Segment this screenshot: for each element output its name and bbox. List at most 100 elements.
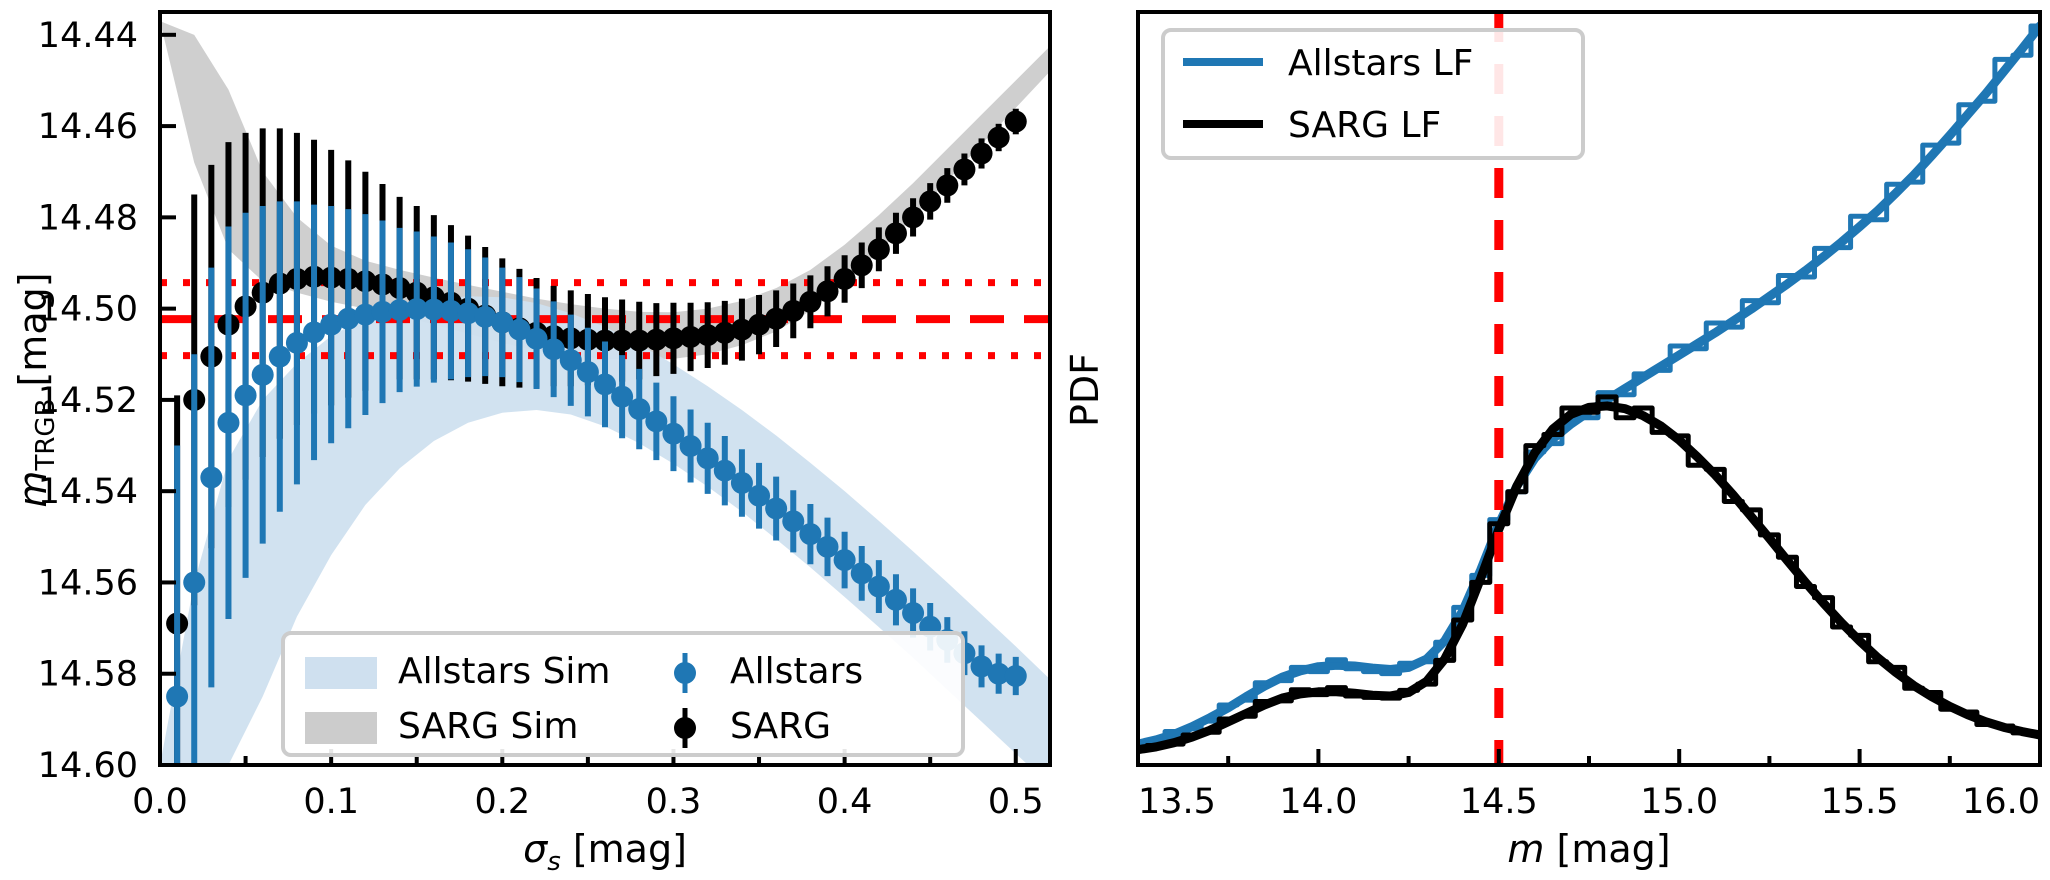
series-allstars <box>166 201 1027 765</box>
right-lf-curves <box>1138 21 2040 755</box>
datapoint-allstars <box>285 331 308 354</box>
datapoint-allstars <box>730 471 753 494</box>
datapoint-sarg <box>1004 110 1027 133</box>
datapoint-sarg <box>970 142 993 165</box>
datapoint-allstars <box>559 349 582 372</box>
datapoint-allstars <box>542 338 565 361</box>
datapoint-allstars <box>354 303 377 326</box>
datapoint-allstars <box>884 588 907 611</box>
datapoint-allstars <box>628 398 651 421</box>
right-x-axis-title: m [mag] <box>1507 827 1670 871</box>
datapoint-allstars <box>234 384 257 407</box>
datapoint-sarg <box>679 325 702 348</box>
datapoint-allstars <box>166 685 189 708</box>
datapoint-sarg <box>816 280 839 303</box>
left-y-axis-title: mTRGB [mag] <box>11 272 61 507</box>
datapoint-allstars <box>850 562 873 585</box>
datapoint-allstars <box>611 385 634 408</box>
sarg-marker-swatch <box>674 717 696 739</box>
left-plot-frame <box>158 10 1052 767</box>
curve-allstars-lf-histogram <box>1138 23 2040 747</box>
x-tick-label: 0.2 <box>474 782 530 822</box>
x-tick-label: 13.5 <box>1138 782 1216 822</box>
x-tick-label: 0.5 <box>988 782 1044 822</box>
datapoint-allstars <box>388 299 411 322</box>
right-legend-box <box>1161 28 1585 160</box>
datapoint-allstars <box>491 311 514 334</box>
datapoint-allstars <box>867 575 890 598</box>
datapoint-sarg <box>662 327 685 350</box>
datapoint-allstars <box>594 373 616 396</box>
left-panel-mtrgb-vs-sigma: 0.0 0.1 0.2 0.3 0.4 0.5 14.4414.4614.4814.501… <box>11 10 1052 877</box>
allstars-sim-swatch <box>305 657 377 689</box>
left-legend-label-allstars: Allstars <box>730 651 863 692</box>
datapoint-allstars <box>833 549 856 572</box>
y-tick-label: 14.54 <box>38 472 138 512</box>
left-legend-item-allstars[interactable]: Allstars <box>674 651 863 693</box>
x-tick-label: 15.5 <box>1821 782 1899 822</box>
right-panel-luminosity-functions: 13.5 14.0 14.5 15.0 15.5 16.0 m [mag] PDF All… <box>1063 10 2042 871</box>
right-legend-item-allstars-lf[interactable]: Allstars LF <box>1183 43 1473 84</box>
right-axis-ticks <box>1136 749 2042 765</box>
left-x-axis-title: σs [mag] <box>523 827 687 877</box>
datapoint-sarg <box>884 222 907 245</box>
datapoint-sarg <box>936 174 959 197</box>
datapoint-sarg <box>611 329 634 352</box>
sarg-sim-swatch <box>305 712 377 744</box>
datapoint-allstars <box>251 363 274 386</box>
datapoint-allstars <box>645 410 668 433</box>
datapoint-allstars <box>200 466 223 489</box>
left-x-tick-labels: 0.0 0.1 0.2 0.3 0.4 0.5 <box>132 782 1043 822</box>
left-legend-item-sarg[interactable]: SARG <box>674 706 831 748</box>
left-legend-label-allstars-sim: Allstars Sim <box>398 651 610 692</box>
datapoint-allstars <box>816 535 839 558</box>
datapoint-sarg <box>867 238 890 261</box>
left-legend-item-allstars-sim[interactable]: Allstars Sim <box>305 651 610 692</box>
y-tick-label: 14.50 <box>38 290 138 330</box>
x-tick-label: 0.1 <box>303 782 359 822</box>
datapoint-allstars <box>970 655 993 678</box>
datapoint-sarg <box>628 329 651 352</box>
datapoint-allstars <box>713 459 736 482</box>
datapoint-allstars <box>508 318 531 341</box>
datapoint-sarg <box>850 254 873 277</box>
right-y-axis-title: PDF <box>1063 353 1107 427</box>
datapoint-allstars <box>525 327 548 350</box>
y-tick-label: 14.46 <box>38 107 138 147</box>
curve-sarg-lf-histogram <box>1138 394 2040 753</box>
y-tick-label: 14.44 <box>38 16 138 56</box>
x-tick-label: 16.0 <box>1962 782 2040 822</box>
datapoint-sarg <box>645 328 668 351</box>
left-legend-label-sarg: SARG <box>730 706 831 747</box>
x-tick-label: 0.3 <box>646 782 702 822</box>
datapoint-allstars <box>799 523 822 546</box>
datapoint-allstars <box>457 302 480 325</box>
datapoint-allstars <box>987 662 1010 685</box>
right-legend[interactable]: Allstars LF SARG LF <box>1161 28 1585 160</box>
y-tick-label: 14.60 <box>38 746 138 786</box>
x-tick-label: 15.0 <box>1640 782 1718 822</box>
right-x-tick-labels: 13.5 14.0 14.5 15.0 15.5 16.0 <box>1138 782 2040 822</box>
datapoint-sarg <box>919 190 942 213</box>
datapoint-sarg <box>696 324 719 347</box>
datapoint-sarg <box>833 267 856 290</box>
datapoint-allstars <box>782 510 805 533</box>
datapoint-allstars <box>217 411 240 434</box>
datapoint-allstars <box>320 313 343 336</box>
datapoint-sarg <box>748 313 771 336</box>
datapoint-sarg <box>730 318 753 341</box>
right-legend-label-sarg-lf: SARG LF <box>1288 105 1441 146</box>
left-legend-label-sarg-sim: SARG Sim <box>398 706 578 747</box>
left-legend[interactable]: Allstars Sim Allstars SARG Sim SARG <box>281 631 965 757</box>
datapoint-allstars <box>748 484 771 507</box>
datapoint-allstars <box>183 571 206 594</box>
datapoint-allstars <box>679 435 702 458</box>
datapoint-sarg <box>987 126 1010 149</box>
right-legend-item-sarg-lf[interactable]: SARG LF <box>1183 105 1441 146</box>
left-legend-item-sarg-sim[interactable]: SARG Sim <box>305 706 578 747</box>
x-tick-label: 0.4 <box>817 782 873 822</box>
datapoint-allstars <box>303 321 326 344</box>
datapoint-sarg <box>782 299 805 322</box>
